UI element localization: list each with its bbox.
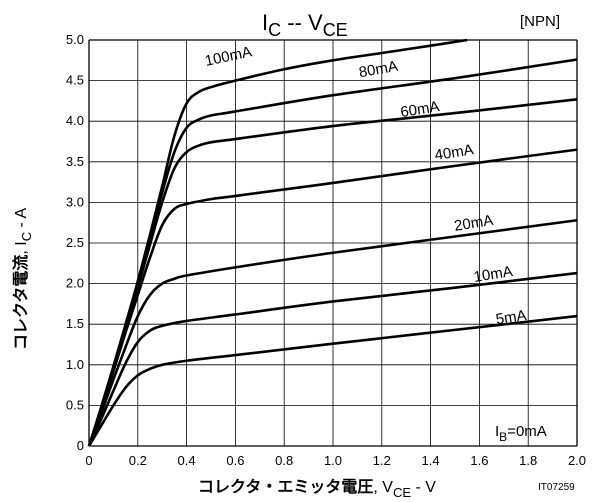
- x-tick-label: 1.4: [422, 453, 440, 468]
- x-tick-label: 1.6: [470, 453, 488, 468]
- y-tick-label: 2.5: [66, 235, 84, 250]
- curve-10ma: [87, 271, 578, 447]
- x-tick-label: 0.4: [178, 453, 196, 468]
- x-tick-label: 1.8: [519, 453, 537, 468]
- y-tick-label: 0.5: [66, 397, 84, 412]
- x-tick-label: 0.2: [129, 453, 147, 468]
- y-tick-label: 2.0: [66, 276, 84, 291]
- y-tick-label: 3.5: [66, 154, 84, 169]
- x-tick-label: 0.8: [275, 453, 293, 468]
- curve-label-80ma: 80mA: [358, 58, 400, 82]
- x-tick-labels: 0 0.2 0.4 0.6 0.8 1.0 1.2 1.4 1.6 1.8 2.0: [85, 453, 586, 468]
- chart-title: IC -- VCE: [262, 10, 348, 40]
- y-tick-label: 4.5: [66, 73, 84, 88]
- y-tick-label: 5.0: [66, 32, 84, 47]
- curve-label-40ma: 40mA: [433, 141, 474, 164]
- x-tick-label: 1.2: [373, 453, 391, 468]
- curve-labels: 100mA 80mA 60mA 40mA 20mA 10mA 5mA: [203, 43, 527, 328]
- y-tick-label: 3.0: [66, 194, 84, 209]
- curves: [87, 38, 578, 447]
- y-tick-label: 4.0: [66, 113, 84, 128]
- curve-label-60ma: 60mA: [399, 98, 440, 121]
- curve-label-100ma: 100mA: [203, 43, 253, 70]
- x-tick-label: 1.0: [324, 453, 342, 468]
- y-tick-labels: 0 0.5 1.0 1.5 2.0 2.5 3.0 3.5 4.0 4.5 5.0: [66, 32, 84, 453]
- curve-label-10ma: 10mA: [472, 263, 513, 286]
- curve-5ma: [87, 314, 578, 447]
- y-tick-label: 1.0: [66, 357, 84, 372]
- y-tick-label: 1.5: [66, 316, 84, 331]
- npn-tag: [NPN]: [520, 13, 560, 30]
- curve-20ma: [87, 218, 578, 447]
- y-axis-label: コレクタ電流, IC - A: [11, 208, 34, 350]
- x-tick-label: 2.0: [568, 453, 586, 468]
- curve-100ma: [87, 38, 468, 447]
- curve-label-5ma: 5mA: [495, 307, 528, 328]
- y-tick-label: 0: [77, 438, 84, 453]
- curve-label-20ma: 20mA: [453, 212, 494, 235]
- x-tick-label: 0: [85, 453, 92, 468]
- grid-lines: [88, 39, 578, 447]
- x-tick-label: 0.6: [226, 453, 244, 468]
- ib-zero-label: IB=0mA: [495, 423, 547, 444]
- figure-code: IT07259: [538, 482, 575, 493]
- x-axis-label: コレクタ・エミッタ電圧, VCE - V: [198, 478, 436, 500]
